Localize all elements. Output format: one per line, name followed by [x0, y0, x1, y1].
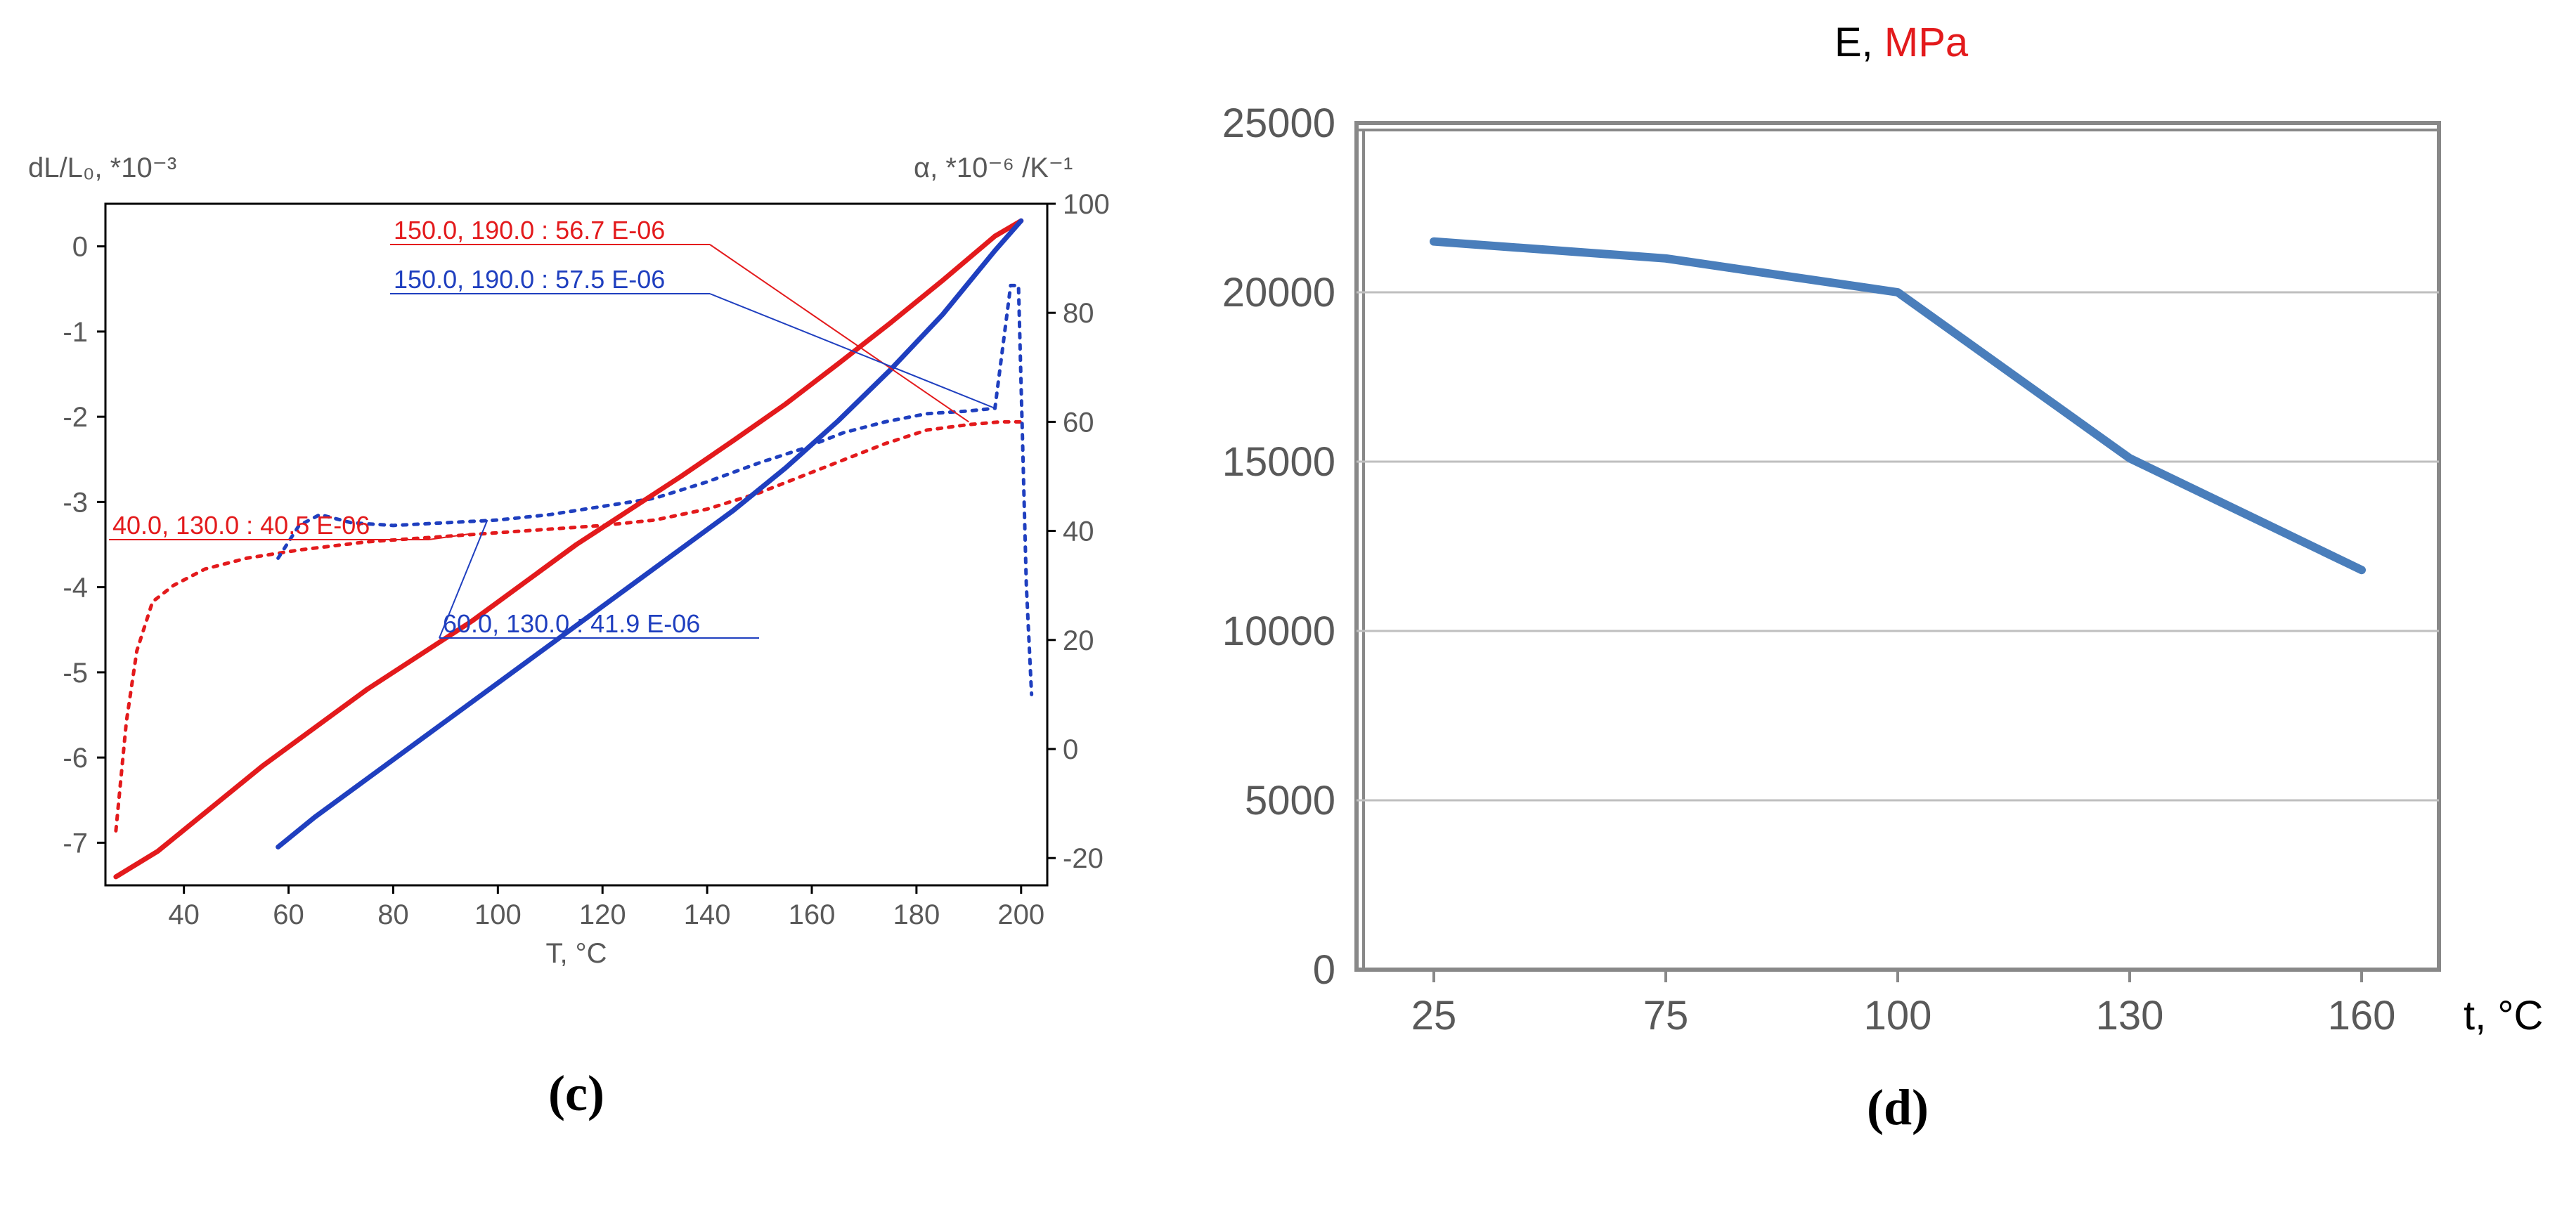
- xtick: 120: [579, 899, 626, 930]
- annotation-leader: [710, 245, 969, 422]
- annotation: 60.0, 130.0 : 41.9 E-06: [443, 609, 700, 638]
- chart-c-svg: dL/L₀, *10⁻³ α, *10⁻⁶ /K⁻¹ 0 -1 -2 -3 -4 -5 -6 -7…: [0, 0, 1160, 1220]
- ytick-right: 80: [1063, 298, 1094, 329]
- x-axis-label: T, °C: [545, 938, 607, 969]
- xtick: 160: [2328, 993, 2396, 1039]
- left-axis-label: dL/L₀, *10⁻³: [28, 152, 176, 183]
- caption-d: (d): [1867, 1079, 1929, 1135]
- xtick: 40: [168, 899, 200, 930]
- ytick-left: -7: [63, 828, 88, 859]
- annotation: 40.0, 130.0 : 40.5 E-06: [112, 511, 370, 540]
- xtick: 140: [684, 899, 731, 930]
- xtick: 130: [2096, 993, 2164, 1039]
- right-axis-label: α, *10⁻⁶ /K⁻¹: [914, 152, 1073, 183]
- ytick-left: -3: [63, 487, 88, 518]
- ytick-right: 40: [1063, 516, 1094, 547]
- ytick-right: 20: [1063, 625, 1094, 656]
- xtick: 25: [1411, 993, 1457, 1039]
- ytick-left: -5: [63, 658, 88, 689]
- xtick: 80: [377, 899, 409, 930]
- xtick: 60: [273, 899, 304, 930]
- xtick: 75: [1643, 993, 1689, 1039]
- ytick-right: 0: [1063, 734, 1078, 765]
- chart-d-svg: 0 5000 10000 15000 20000 25000 25 75 100 130 160 E,…: [1160, 0, 2576, 1220]
- annotation: 150.0, 190.0 : 56.7 E-06: [394, 216, 665, 245]
- xtick: 180: [893, 899, 940, 930]
- ytick-right: 60: [1063, 407, 1094, 438]
- series-blue_solid: [278, 221, 1021, 847]
- ytick: 10000: [1222, 608, 1335, 654]
- xtick: 160: [789, 899, 836, 930]
- xtick: 200: [997, 899, 1044, 930]
- ytick: 0: [1313, 947, 1335, 993]
- ytick-left: -4: [63, 573, 88, 604]
- ytick: 5000: [1245, 778, 1335, 823]
- y-axis-label: E, MPa: [1834, 20, 1969, 65]
- ytick: 15000: [1222, 439, 1335, 485]
- ytick-left: -6: [63, 743, 88, 774]
- ytick-right: 100: [1063, 189, 1110, 220]
- annotation-leader: [710, 294, 995, 408]
- xtick: 100: [1864, 993, 1932, 1039]
- ytick: 20000: [1222, 270, 1335, 315]
- chart-d-container: 0 5000 10000 15000 20000 25000 25 75 100 130 160 E,…: [1160, 0, 2576, 1220]
- series-red_solid: [116, 221, 1021, 877]
- caption-c: (c): [548, 1065, 604, 1121]
- xtick: 100: [474, 899, 522, 930]
- ytick-left: 0: [72, 232, 88, 263]
- ytick: 25000: [1222, 100, 1335, 146]
- ytick-right: -20: [1063, 843, 1103, 874]
- series-E: [1434, 242, 2362, 571]
- x-axis-label: t, °C: [2464, 993, 2543, 1039]
- annotation: 150.0, 190.0 : 57.5 E-06: [394, 265, 665, 294]
- figure-pair: dL/L₀, *10⁻³ α, *10⁻⁶ /K⁻¹ 0 -1 -2 -3 -4 -5 -6 -7…: [0, 0, 2576, 1220]
- chart-c-container: dL/L₀, *10⁻³ α, *10⁻⁶ /K⁻¹ 0 -1 -2 -3 -4 -5 -6 -7…: [0, 0, 1160, 1220]
- ytick-left: -2: [63, 402, 88, 433]
- ytick-left: -1: [63, 317, 88, 348]
